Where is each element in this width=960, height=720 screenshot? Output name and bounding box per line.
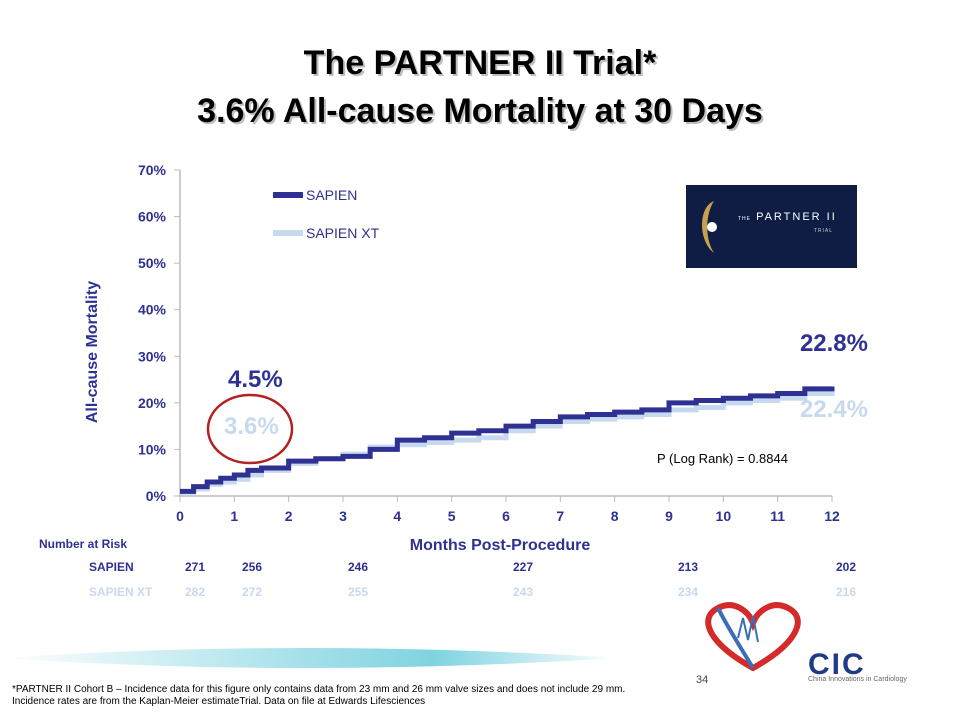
logo-name: PARTNER II <box>756 211 837 223</box>
risk-cell: 243 <box>512 585 534 599</box>
x-tick-label: 5 <box>448 508 456 524</box>
y-tick-label: 0% <box>146 488 167 504</box>
risk-row-label: SAPIEN XT <box>89 585 153 599</box>
x-tick-label: 0 <box>176 508 184 524</box>
page-number: 34 <box>696 674 709 686</box>
footnote: *PARTNER II Cohort B – Incidence data fo… <box>12 684 712 708</box>
y-tick-label: 10% <box>138 441 167 457</box>
risk-cell: 213 <box>677 560 699 574</box>
x-tick-label: 2 <box>285 508 293 524</box>
risk-cell: 272 <box>241 585 263 599</box>
logo-emblem-icon <box>702 201 717 253</box>
risk-cell: 216 <box>835 585 857 599</box>
x-tick-label: 10 <box>716 508 732 524</box>
cic-logo: CIC <box>808 648 866 681</box>
y-tick-label: 20% <box>138 395 167 411</box>
risk-cell: 227 <box>512 560 534 574</box>
series-line-sapien <box>180 386 835 494</box>
x-tick-label: 7 <box>556 508 564 524</box>
risk-cell: 256 <box>241 560 263 574</box>
x-tick-label: 6 <box>502 508 510 524</box>
cic-tagline: China Innovations in Cardiology <box>808 676 907 683</box>
risk-cell: 246 <box>347 560 369 574</box>
legend-label: SAPIEN <box>306 187 357 203</box>
y-tick-label: 30% <box>138 348 167 364</box>
x-tick-label: 3 <box>339 508 347 524</box>
risk-cell: 202 <box>835 560 857 574</box>
partner-ii-logo: THE PARTNER II TRIAL <box>686 185 857 268</box>
y-axis-label: All-cause Mortality <box>84 281 101 423</box>
y-tick-label: 60% <box>138 209 167 225</box>
x-axis-label: Months Post-Procedure <box>410 537 591 554</box>
logo-trial: TRIAL <box>813 228 833 234</box>
annotation-sapien-1yr: 22.8% <box>800 330 868 357</box>
risk-row-label: SAPIEN <box>89 560 134 574</box>
slide-subtitle: 3.6% All-cause Mortality at 30 Days <box>197 92 763 130</box>
cic-heart-icon <box>705 602 801 672</box>
decorative-swoosh <box>0 648 620 668</box>
risk-cell: 234 <box>677 585 699 599</box>
x-tick-label: 4 <box>393 508 401 524</box>
footnote-line-2: Incidence rates are from the Kaplan-Meie… <box>12 696 426 707</box>
footnote-line-1: *PARTNER II Cohort B – Incidence data fo… <box>12 684 626 695</box>
annotation-xt-30day: 3.6% <box>224 413 279 440</box>
p-value-label: P (Log Rank) = 0.8844 <box>657 451 788 466</box>
series-line-sapien-xt <box>180 391 835 495</box>
risk-cell: 271 <box>184 560 206 574</box>
annotation-xt-1yr: 22.4% <box>800 396 868 423</box>
y-tick-label: 50% <box>138 255 167 271</box>
x-tick-label: 8 <box>611 508 619 524</box>
highlight-circle <box>206 393 294 465</box>
y-tick-label: 70% <box>138 162 167 178</box>
annotation-sapien-30day: 4.5% <box>228 366 283 393</box>
x-tick-label: 11 <box>770 508 785 524</box>
risk-cell: 255 <box>347 585 369 599</box>
x-tick-label: 1 <box>230 508 238 524</box>
logo-the: THE <box>738 216 751 222</box>
risk-cell: 282 <box>184 585 206 599</box>
x-tick-label: 12 <box>824 508 840 524</box>
risk-table-header: Number at Risk <box>39 537 128 551</box>
y-tick-label: 40% <box>138 302 167 318</box>
slide-title: The PARTNER II Trial* <box>303 44 657 82</box>
legend-label: SAPIEN XT <box>306 225 380 241</box>
x-tick-label: 9 <box>665 508 673 524</box>
